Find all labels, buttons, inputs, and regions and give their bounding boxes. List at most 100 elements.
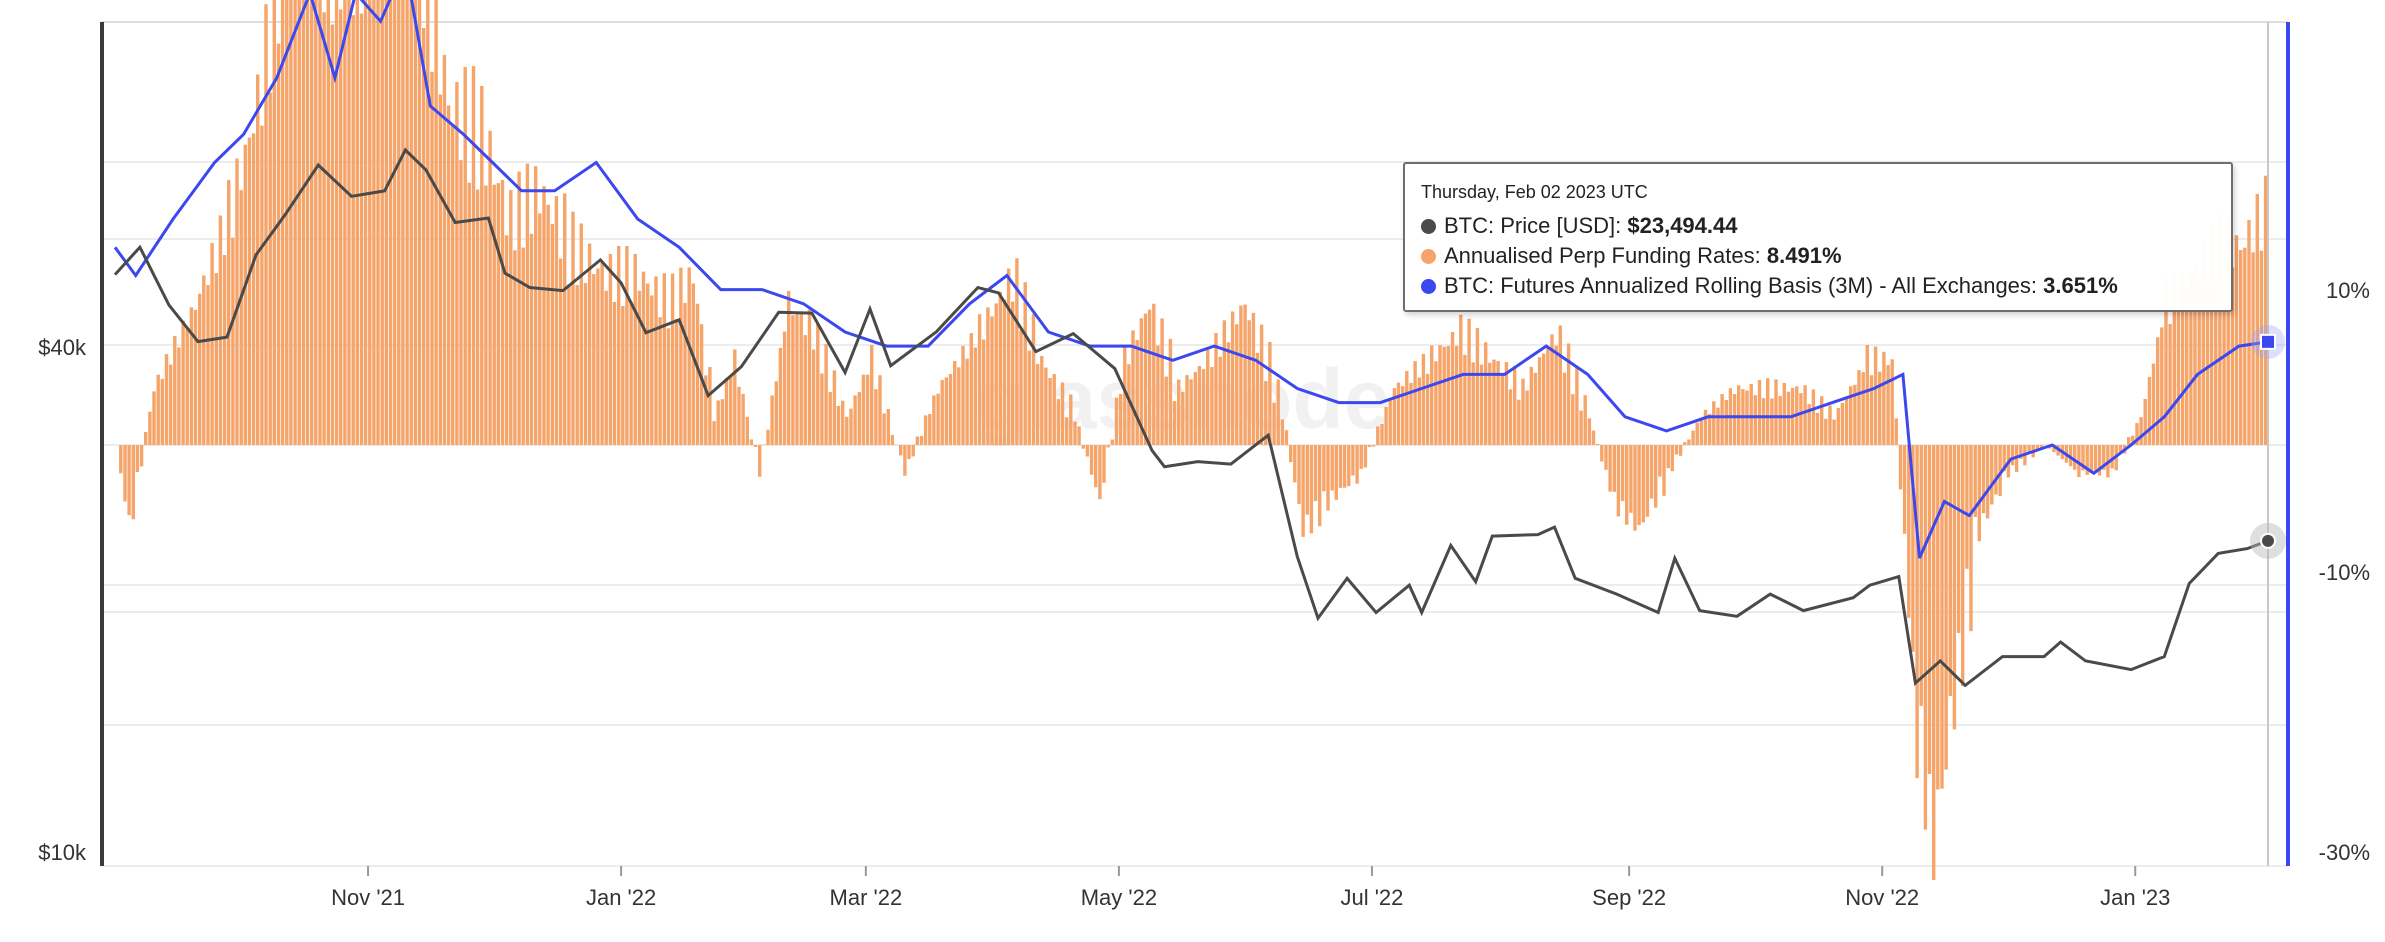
funding-bar (2035, 445, 2040, 450)
funding-bar (289, 0, 293, 445)
funding-bar (1558, 325, 1562, 445)
funding-bar (1919, 445, 1923, 706)
funding-bar (1102, 445, 1106, 483)
funding-bar (1596, 443, 1600, 445)
funding-bar (127, 445, 131, 516)
funding-bar (1268, 341, 1272, 445)
funding-bar (480, 86, 484, 445)
funding-bar (612, 301, 617, 445)
funding-bar (1587, 418, 1592, 445)
y-left-tick-label: $40k (38, 335, 87, 360)
funding-bar (1807, 404, 1811, 445)
funding-bar (513, 250, 517, 445)
funding-bar (2193, 265, 2197, 445)
funding-bar (305, 0, 310, 445)
funding-bar (359, 13, 364, 445)
funding-bar (1832, 419, 1836, 445)
funding-bar (1152, 303, 1156, 445)
funding-bar (1944, 445, 1948, 770)
funding-bar (791, 315, 795, 445)
x-tick-label: Sep '22 (1592, 885, 1666, 910)
funding-bar (948, 374, 953, 445)
funding-bar (1956, 445, 1961, 633)
funding-bar (749, 439, 754, 445)
funding-bar (193, 309, 198, 445)
funding-bar (2255, 193, 2259, 445)
funding-bar (243, 144, 247, 445)
funding-bar (563, 193, 567, 445)
funding-bar (699, 324, 704, 445)
funding-bar (1757, 380, 1762, 445)
funding-bar (1065, 417, 1069, 445)
funding-bar (1977, 445, 1981, 542)
funding-bar (542, 186, 546, 445)
funding-bar (144, 432, 148, 445)
funding-bar (1023, 282, 1027, 445)
funding-bar (1139, 318, 1143, 445)
y-left-tick-label: $10k (38, 840, 87, 865)
funding-bar (148, 411, 152, 445)
funding-bar (2085, 445, 2089, 475)
funding-bar (181, 320, 185, 445)
funding-bar (583, 283, 588, 445)
tooltip-dot-icon (1421, 219, 1436, 234)
funding-bar (567, 284, 571, 445)
funding-bar (596, 268, 600, 445)
funding-bar (1309, 445, 1314, 534)
funding-bar (1384, 407, 1388, 445)
funding-bar (1625, 445, 1629, 525)
funding-bar (1873, 346, 1878, 445)
funding-bar (1305, 445, 1309, 515)
funding-bar (558, 258, 563, 445)
funding-bar (276, 43, 281, 445)
funding-bar (434, 0, 438, 445)
funding-bar (758, 445, 762, 477)
funding-bar (1994, 445, 1998, 495)
funding-bar (965, 358, 969, 445)
funding-bar (1513, 365, 1517, 445)
tooltip-value-basis: 3.651% (2043, 273, 2118, 298)
funding-bar (679, 267, 683, 445)
funding-bar (666, 328, 671, 445)
funding-bar (1251, 312, 1256, 445)
basis-line (113, 0, 2269, 559)
funding-bar (1002, 299, 1007, 445)
funding-bar (836, 405, 841, 445)
funding-bar (816, 323, 820, 445)
funding-bar (1006, 268, 1011, 445)
funding-bar (803, 335, 807, 445)
funding-bar (1712, 401, 1716, 445)
funding-bar (1637, 445, 1641, 526)
funding-bar (534, 166, 538, 445)
hover-markers (2250, 324, 2286, 559)
funding-bar (592, 274, 596, 445)
funding-bar (1562, 372, 1567, 445)
funding-bar (1886, 365, 1890, 445)
funding-bar (2201, 241, 2205, 445)
funding-bar (1878, 371, 1882, 445)
funding-bar (1678, 445, 1683, 456)
funding-bar (641, 271, 646, 445)
funding-bar (500, 180, 505, 445)
funding-bar (1649, 445, 1654, 499)
funding-bar (903, 445, 907, 476)
funding-bar (1409, 383, 1413, 445)
funding-bar (1533, 372, 1538, 445)
tooltip: Thursday, Feb 02 2023 UTC BTC: Price [US… (1403, 162, 2233, 312)
funding-bar (1334, 445, 1338, 500)
funding-bar (1322, 445, 1326, 492)
funding-bar (455, 82, 459, 445)
funding-bar (173, 336, 177, 445)
funding-bar (1226, 342, 1231, 445)
funding-bar (1936, 445, 1940, 790)
funding-bar (907, 445, 911, 460)
funding-bar (787, 290, 791, 445)
funding-bar (824, 344, 828, 445)
funding-bar (1836, 408, 1840, 445)
funding-bar (737, 386, 741, 445)
funding-bar (260, 125, 264, 445)
tooltip-value-price: $23,494.44 (1627, 213, 1738, 238)
funding-bar (1405, 371, 1409, 445)
tooltip-row-basis: BTC: Futures Annualized Rolling Basis (3… (1421, 271, 2215, 301)
funding-bar (1774, 379, 1778, 445)
